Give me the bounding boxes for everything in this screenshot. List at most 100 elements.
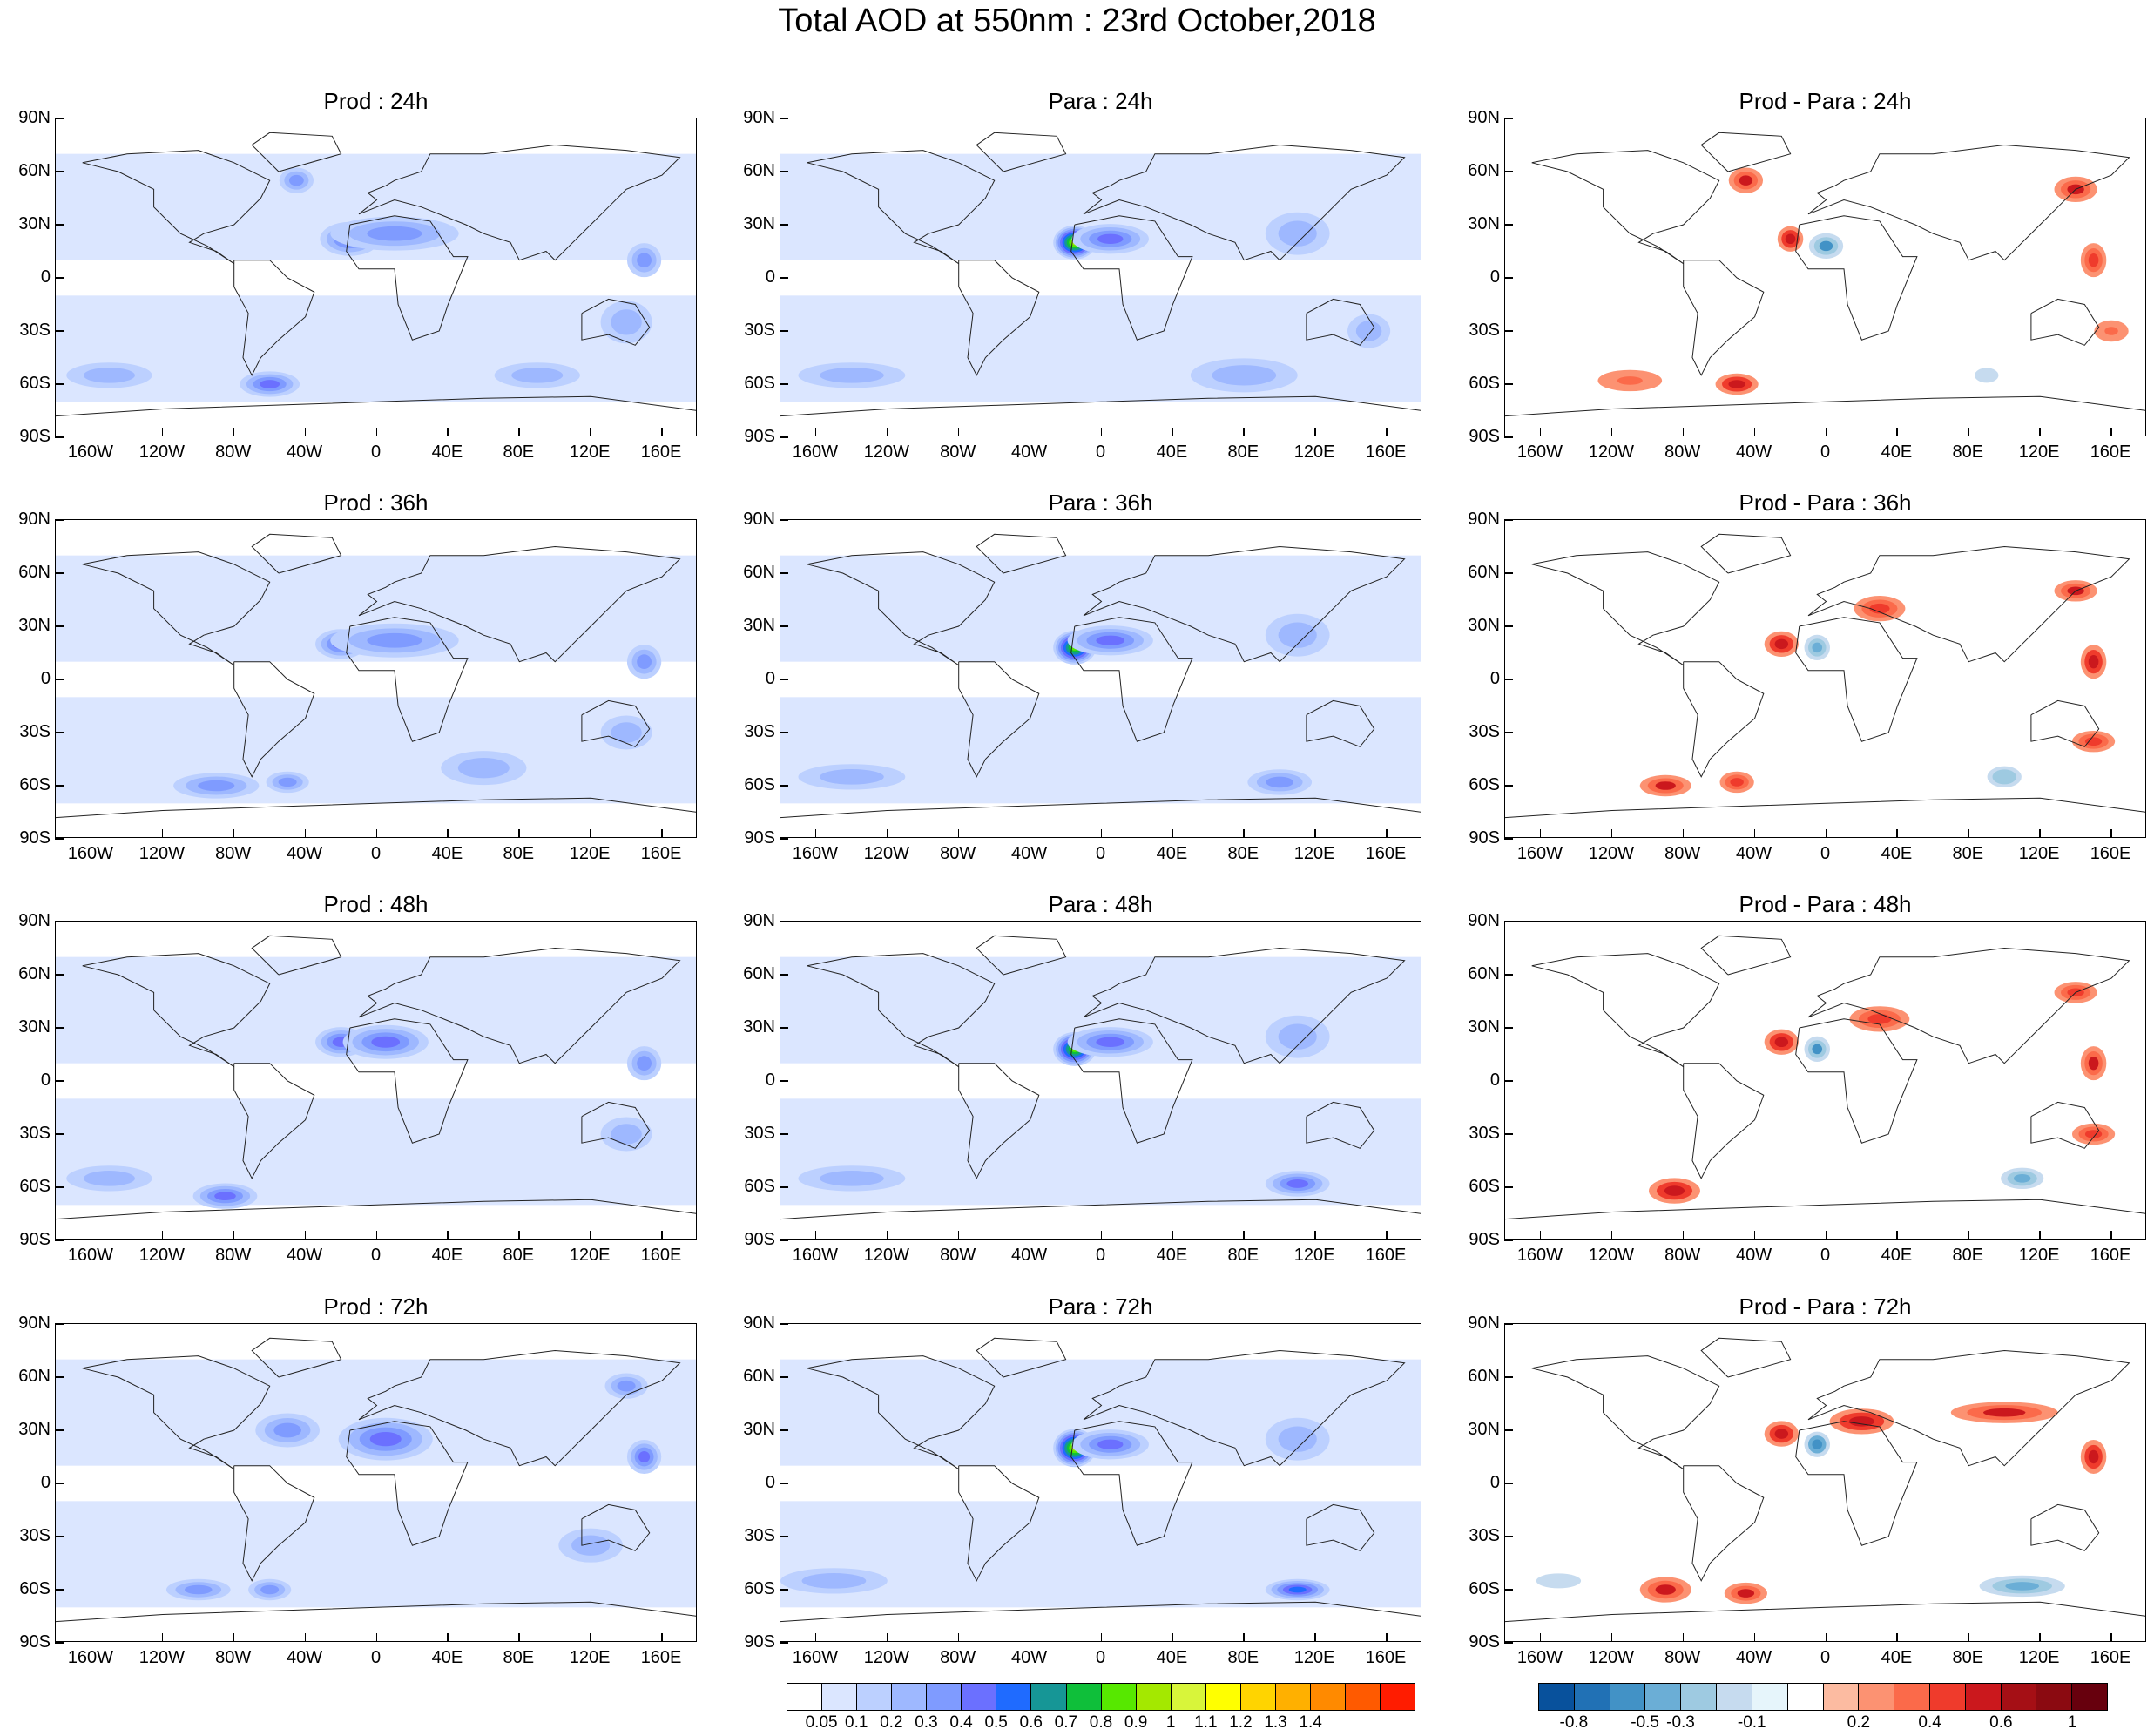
aod-band (56, 733, 696, 769)
longitude-label: 80W (1664, 1246, 1701, 1265)
latitude-label: 30N (1468, 1420, 1500, 1439)
lon-tick (1386, 1633, 1388, 1642)
lat-tick (780, 1483, 788, 1484)
aod-band (780, 922, 1421, 958)
latitude-label: 60N (743, 563, 775, 582)
aod-band (780, 1324, 1421, 1361)
lon-tick (2039, 829, 2041, 838)
longitude-label: 80E (503, 1246, 535, 1265)
lat-tick (1504, 838, 1513, 840)
lon-tick (957, 1633, 960, 1642)
lon-tick (1172, 1231, 1173, 1240)
lon-tick (161, 1231, 164, 1240)
latitude-label: 90S (19, 427, 51, 446)
aod-plume (288, 174, 304, 186)
map-field (780, 1324, 1421, 1641)
colorbar-swatch (892, 1684, 928, 1710)
longitude-label: 120E (2018, 442, 2060, 462)
latitude-label: 90N (1468, 108, 1500, 127)
colorbar-swatch (1859, 1684, 1895, 1710)
latitude-label: 60N (743, 161, 775, 180)
longitude-label: 40W (1736, 844, 1772, 863)
aod-plume (511, 368, 564, 383)
latitude-label: 60S (744, 1579, 775, 1598)
lon-tick (1825, 1231, 1827, 1240)
aod-band (56, 922, 696, 958)
lon-tick (957, 1231, 960, 1240)
colorbar-label: 0.1 (845, 1713, 868, 1732)
colorbar-swatch (1346, 1684, 1381, 1710)
latitude-label: 0 (765, 669, 775, 688)
lon-tick (590, 829, 591, 838)
colorbar-swatch (962, 1684, 997, 1710)
aod-band (780, 697, 1421, 733)
colorbar-swatch (1645, 1684, 1682, 1710)
lon-tick (375, 428, 377, 436)
colorbar-label: -0.1 (1737, 1713, 1766, 1732)
longitude-label: 160W (1516, 844, 1563, 863)
longitude-label: 0 (1820, 1648, 1831, 1667)
lat-tick (55, 1483, 64, 1484)
map-field (780, 118, 1421, 436)
difference-anomaly (1774, 638, 1789, 650)
coastline (251, 132, 342, 172)
lon-tick (1243, 1633, 1245, 1642)
coastline (1306, 1101, 1375, 1149)
longitude-label: 160E (640, 844, 682, 863)
lat-tick (780, 625, 788, 627)
lon-tick (1243, 829, 1245, 838)
longitude-label: 80E (1952, 1648, 1984, 1667)
longitude-label: 40W (287, 1648, 323, 1667)
difference-anomaly (2084, 737, 2103, 746)
aod-plume (1096, 635, 1125, 645)
aod-plume (1097, 1439, 1124, 1449)
lon-tick (1753, 829, 1756, 838)
aod-band (56, 555, 696, 592)
lat-tick (55, 1536, 64, 1537)
panel-title: Para : 36h (1048, 490, 1153, 516)
lat-tick (1504, 519, 1513, 521)
coastline (958, 1063, 1040, 1179)
coastline (976, 935, 1067, 976)
lon-tick (1896, 1231, 1898, 1240)
latitude-label: 90N (743, 911, 775, 930)
difference-anomaly (1617, 376, 1643, 385)
longitude-label: 160W (67, 1648, 114, 1667)
coastline (233, 1063, 315, 1179)
lon-tick (2110, 1633, 2112, 1642)
colorbar-swatch (1894, 1684, 1930, 1710)
coastline (358, 1349, 681, 1467)
lon-tick (1386, 1231, 1388, 1240)
coastline (346, 1018, 469, 1144)
latitude-label: 90S (744, 427, 775, 446)
longitude-label: 40W (1011, 1648, 1048, 1667)
latitude-label: 90N (18, 1314, 51, 1333)
lon-tick (1968, 829, 1969, 838)
difference-anomaly (2088, 253, 2099, 267)
lon-tick (1610, 1633, 1613, 1642)
map-field (780, 922, 1421, 1239)
longitude-label: 80E (1227, 442, 1259, 462)
lat-tick (1504, 436, 1513, 438)
lon-tick (2039, 1231, 2041, 1240)
aod-plume (820, 368, 884, 383)
lon-tick (90, 1633, 92, 1642)
lat-tick (780, 1376, 788, 1378)
lon-tick (2039, 428, 2041, 436)
latitude-label: 30N (1468, 1017, 1500, 1037)
lat-tick (1504, 330, 1513, 332)
aod-band (56, 1571, 696, 1609)
lon-tick (375, 829, 377, 838)
aod-plume (617, 1380, 636, 1392)
longitude-label: 80W (940, 442, 976, 462)
map-panel (55, 118, 697, 436)
aod-band (56, 1465, 696, 1503)
colorbar-swatch (1310, 1684, 1346, 1710)
longitude-label: 80E (1952, 844, 1984, 863)
difference-anomaly (2088, 1449, 2099, 1464)
lat-tick (55, 1323, 64, 1325)
colorbar-swatch (2036, 1684, 2073, 1710)
coastline (2030, 1503, 2100, 1551)
longitude-label: 80E (1227, 1648, 1259, 1667)
difference-anomaly (1819, 240, 1833, 252)
